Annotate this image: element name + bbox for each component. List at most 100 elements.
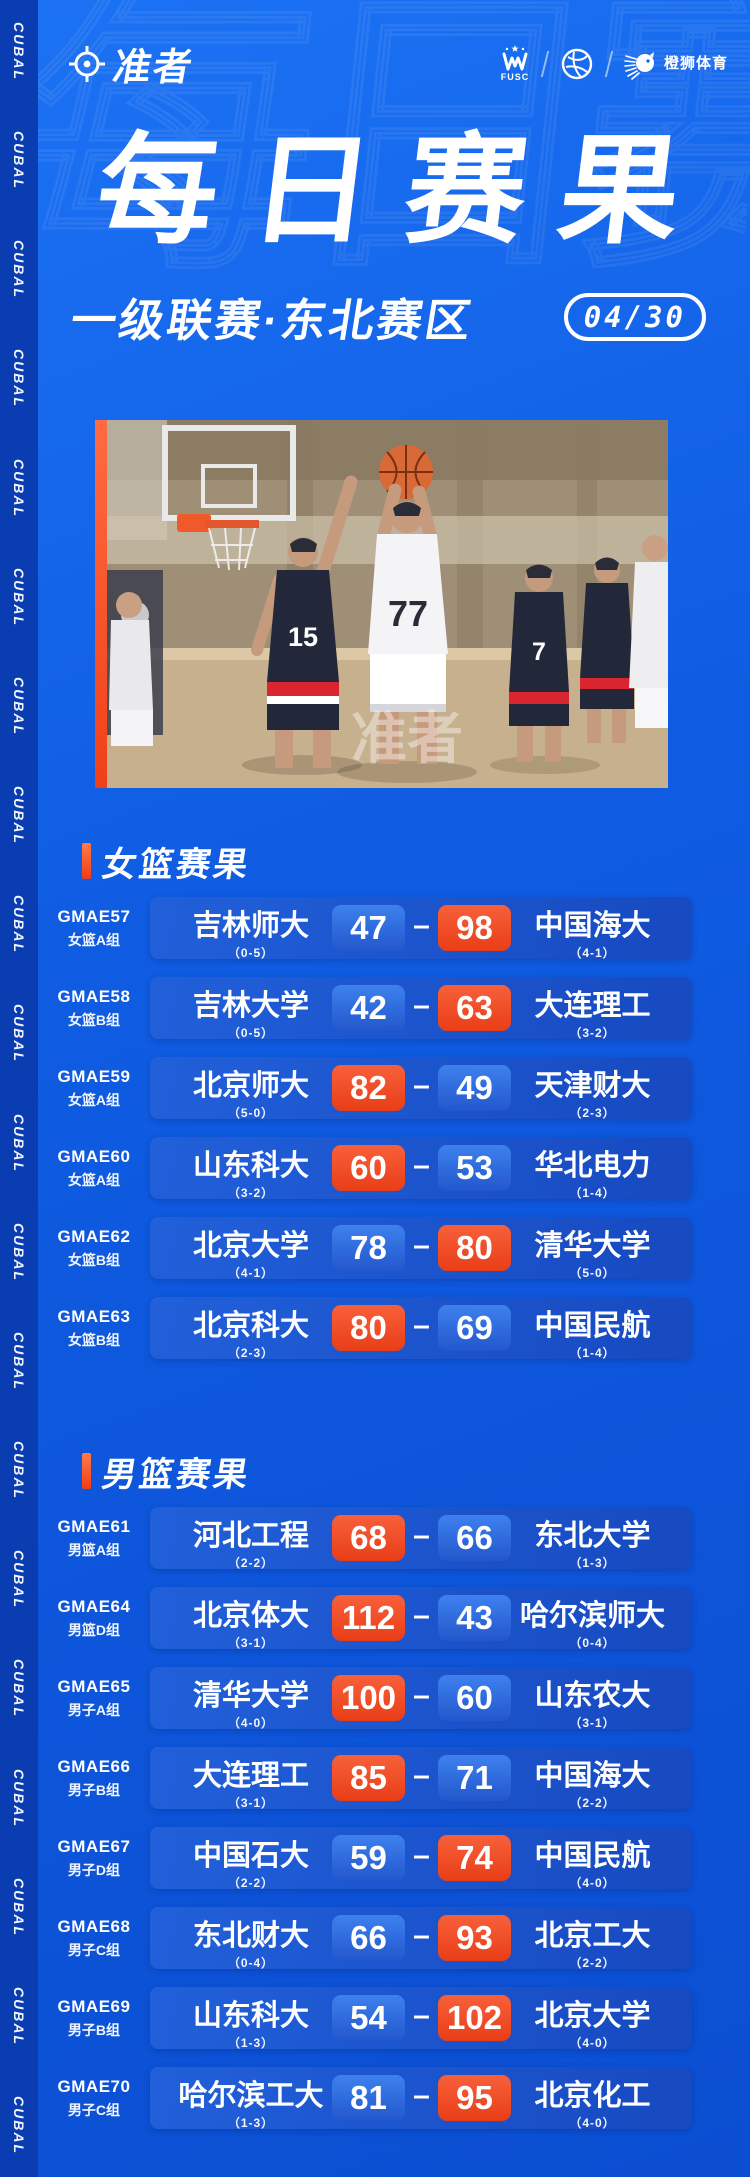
game-card: 吉林大学 （0-5） 42 – 63 大连理工 （3-2） bbox=[150, 977, 692, 1041]
crosshair-target-icon bbox=[69, 45, 105, 82]
home-team: 山东科大 （3-2） bbox=[150, 1150, 352, 1201]
away-score: 69 bbox=[438, 1305, 511, 1351]
cubal-vertical-watermark: CUBAL bbox=[11, 131, 27, 191]
game-meta: GMAE61 男篮A组 bbox=[38, 1507, 150, 1569]
away-team: 大连理工 （3-2） bbox=[505, 990, 680, 1041]
cubal-vertical-watermark: CUBAL bbox=[11, 1441, 27, 1501]
home-team: 清华大学 （4-0） bbox=[150, 1680, 352, 1731]
fusc-w-icon bbox=[502, 45, 528, 71]
game-id: GMAE57 bbox=[57, 906, 131, 926]
game-meta: GMAE70 男子C组 bbox=[38, 2067, 150, 2129]
accent-marker bbox=[82, 1453, 91, 1489]
team-name: 北京大学 bbox=[534, 2000, 651, 2032]
team-name: 吉林师大 bbox=[192, 910, 309, 942]
team-record: （1-3） bbox=[227, 2036, 275, 2050]
accent-marker bbox=[82, 843, 91, 879]
team-record: （2-2） bbox=[569, 1796, 616, 1810]
away-team: 天津财大 （2-3） bbox=[505, 1070, 680, 1121]
score-dash: – bbox=[413, 1599, 430, 1632]
game-group: 女篮A组 bbox=[67, 1091, 121, 1108]
game-card: 山东科大 （1-3） 54 – 102 北京大学 （4-0） bbox=[150, 1987, 692, 2051]
team-record: （4-1） bbox=[227, 1266, 275, 1280]
away-score: 98 bbox=[438, 905, 511, 951]
game-row: GMAE59 女篮A组 北京师大 （5-0） 82 – 49 bbox=[38, 1057, 750, 1121]
home-score: 59 bbox=[332, 1835, 405, 1881]
away-team: 清华大学 （5-0） bbox=[505, 1230, 680, 1281]
home-team: 北京大学 （4-1） bbox=[150, 1230, 352, 1281]
game-meta: GMAE64 男篮D组 bbox=[38, 1587, 150, 1649]
game-meta: GMAE67 男子D组 bbox=[38, 1827, 150, 1889]
team-record: （1-4） bbox=[569, 1186, 616, 1200]
team-name: 天津财大 bbox=[534, 1070, 651, 1102]
team-name: 东北财大 bbox=[192, 1920, 309, 1952]
game-meta: GMAE66 男子B组 bbox=[38, 1747, 150, 1809]
home-score: 54 bbox=[332, 1995, 405, 2041]
cubal-vertical-watermark: CUBAL bbox=[11, 676, 27, 736]
team-record: （2-3） bbox=[569, 1106, 616, 1120]
team-name: 中国海大 bbox=[534, 910, 651, 942]
home-team: 东北财大 （0-4） bbox=[150, 1920, 352, 1971]
score-dash: – bbox=[413, 1519, 430, 1552]
away-team: 中国海大 （2-2） bbox=[505, 1760, 680, 1811]
team-record: （0-5） bbox=[227, 1026, 275, 1040]
side-strip: CUBAL CUBAL CUBAL CUBAL CUBAL CUBAL CUBAL CUBAL… bbox=[0, 0, 38, 2177]
home-score: 78 bbox=[332, 1225, 405, 1271]
team-record: （4-0） bbox=[569, 2036, 616, 2050]
game-row: GMAE70 男子C组 哈尔滨工大 （1-3） 81 – 95 bbox=[38, 2067, 750, 2131]
team-record: （3-2） bbox=[227, 1186, 275, 1200]
home-team: 中国石大 （2-2） bbox=[150, 1840, 352, 1891]
game-id: GMAE58 bbox=[57, 986, 131, 1006]
game-row: GMAE66 男子B组 大连理工 （3-1） 85 – 71 bbox=[38, 1747, 750, 1811]
section-header: 男篮赛果 bbox=[82, 1452, 750, 1494]
cubal-vertical-watermark: CUBAL bbox=[11, 895, 27, 955]
game-card: 清华大学 （4-0） 100 – 60 山东农大 （3-1） bbox=[150, 1667, 692, 1731]
lion-sports-logo: 橙狮体育 bbox=[624, 48, 728, 80]
divider bbox=[604, 50, 614, 77]
score-dash: – bbox=[413, 1149, 430, 1182]
game-row: GMAE58 女篮B组 吉林大学 （0-5） 42 – 63 bbox=[38, 977, 750, 1041]
away-score: 60 bbox=[438, 1675, 511, 1721]
team-name: 北京化工 bbox=[534, 2080, 651, 2112]
away-team: 中国海大 （4-1） bbox=[505, 910, 680, 961]
team-record: （3-1） bbox=[227, 1636, 275, 1650]
game-id: GMAE69 bbox=[57, 1996, 131, 2016]
game-id: GMAE61 bbox=[57, 1516, 131, 1536]
away-score: 74 bbox=[438, 1835, 511, 1881]
game-id: GMAE62 bbox=[57, 1226, 131, 1246]
away-team: 东北大学 （1-3） bbox=[505, 1520, 680, 1571]
team-name: 中国民航 bbox=[534, 1840, 651, 1872]
game-row: GMAE67 男子D组 中国石大 （2-2） 59 – 74 bbox=[38, 1827, 750, 1891]
divider bbox=[540, 50, 550, 77]
game-group: 男子C组 bbox=[67, 2101, 121, 2118]
team-record: （3-1） bbox=[569, 1716, 616, 1730]
away-score: 71 bbox=[438, 1755, 511, 1801]
basketball-scene: 15 77 bbox=[107, 420, 668, 788]
page-title: 每日赛果 bbox=[89, 124, 723, 258]
away-team: 北京工大 （2-2） bbox=[505, 1920, 680, 1971]
away-team: 北京化工 （4-0） bbox=[505, 2080, 680, 2131]
cubal-ball-icon bbox=[561, 48, 593, 79]
team-name: 北京师大 bbox=[192, 1070, 309, 1102]
team-record: （0-4） bbox=[227, 1956, 275, 1970]
subtitle-row: 一级联赛·东北赛区 04/30 bbox=[67, 284, 706, 349]
away-team: 北京大学 （4-0） bbox=[505, 2000, 680, 2051]
away-score: 53 bbox=[438, 1145, 511, 1191]
league-subtitle: 一级联赛·东北赛区 bbox=[67, 295, 478, 346]
home-team: 哈尔滨工大 （1-3） bbox=[150, 2080, 352, 2131]
team-record: （2-2） bbox=[227, 1876, 275, 1890]
game-row: GMAE64 男篮D组 北京体大 （3-1） 112 – 43 bbox=[38, 1587, 750, 1650]
cubal-vertical-watermark: CUBAL bbox=[11, 1004, 27, 1064]
score-dash: – bbox=[413, 1839, 430, 1872]
home-score: 80 bbox=[332, 1305, 405, 1351]
lion-sports-name: 橙狮体育 bbox=[663, 55, 728, 72]
score-dash: – bbox=[413, 1309, 430, 1342]
svg-text:7: 7 bbox=[532, 638, 546, 666]
game-id: GMAE63 bbox=[57, 1306, 131, 1326]
team-record: （2-3） bbox=[227, 1346, 275, 1360]
team-name: 北京大学 bbox=[192, 1230, 309, 1262]
team-record: （1-3） bbox=[227, 2116, 275, 2130]
game-card: 中国石大 （2-2） 59 – 74 中国民航 （4-0） bbox=[150, 1827, 692, 1891]
team-name: 清华大学 bbox=[192, 1680, 309, 1712]
away-score: 80 bbox=[438, 1225, 511, 1271]
